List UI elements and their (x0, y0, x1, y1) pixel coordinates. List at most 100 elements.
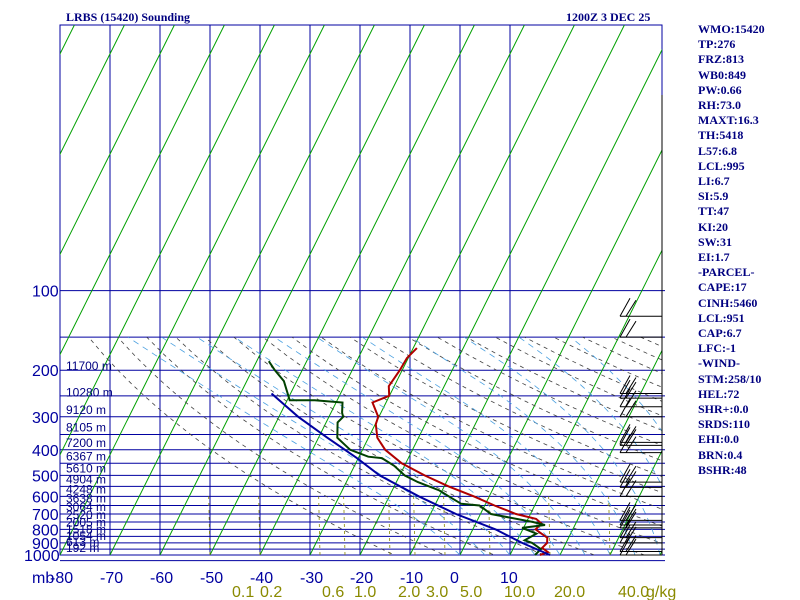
wind-barb-flag2-8 (625, 436, 637, 453)
wind-barb-flag2-0 (625, 299, 637, 317)
isotherm--130 (60, 25, 125, 156)
wind-barb-flag2-5 (625, 400, 637, 418)
wind-barb-flag-2 (619, 375, 631, 394)
isotherm--10 (459, 148, 662, 555)
wind-barb-7 (619, 427, 662, 446)
dry-adiabat-280 (175, 336, 546, 555)
pressure-label-600: 600 (32, 489, 59, 506)
pressure-label-900: 900 (32, 536, 59, 553)
mixing-ratio-label-6: 5.0 (460, 584, 482, 600)
moist-adiabat-0 (196, 336, 511, 555)
wind-barb-layer (619, 95, 663, 556)
wind-barb-flag-15 (619, 519, 631, 538)
wind-barb-14 (619, 509, 662, 529)
adiabat-layer (60, 25, 662, 555)
wind-barb-flag-6 (619, 424, 631, 443)
mixing-ratio-label-4: 2.0 (398, 584, 420, 600)
temp-tick-label-7: -10 (400, 570, 423, 587)
wind-barb-17 (619, 533, 662, 553)
isotherm--120 (60, 25, 175, 256)
index-item: TT:47 (698, 204, 730, 219)
profile-layer (267, 347, 551, 556)
height-label-12: 2005 m (66, 515, 106, 529)
mixing-ratio-label-8: 20.0 (554, 584, 585, 600)
dry-adiabat-250 (88, 336, 396, 555)
dry-adiabat-320 (291, 336, 662, 527)
mixing-ratio-label-7: 10.0 (504, 584, 535, 600)
index-item: EI:1.7 (698, 250, 730, 265)
height-label-2: 9120 m (66, 403, 106, 417)
height-label-7: 4904 m (66, 472, 106, 486)
mixing-ratio-line-0 (208, 496, 211, 555)
moist-adiabat-30 (463, 336, 661, 555)
isotherm--40 (309, 25, 575, 555)
pressure-label-500: 500 (32, 468, 59, 485)
index-item: KI:20 (698, 219, 728, 234)
height-label-15: 613 m (66, 535, 99, 549)
isotherm-0 (509, 249, 662, 555)
isotherm--100 (60, 25, 275, 456)
temp-tick-label-2: -60 (150, 570, 173, 587)
index-item: LFC:-1 (698, 341, 736, 356)
mixing-ratio-label-1: 0.2 (260, 584, 282, 600)
pressure-label-300: 300 (32, 410, 59, 427)
wind-barb-flag2-17 (625, 535, 637, 552)
wind-barb-flag-8 (619, 434, 631, 453)
temp-tick-label-9: 10 (500, 570, 518, 587)
height-label-10: 3064 m (66, 500, 106, 514)
wind-barb-flag-4 (619, 388, 631, 408)
wind-barb-2 (619, 375, 662, 394)
wind-barb-flag2-3 (625, 381, 637, 399)
mixing-ratio-line-8 (548, 496, 551, 555)
wind-barb-flag-7 (619, 427, 631, 446)
grid-layer (59, 24, 665, 562)
wind-barb-9 (619, 463, 662, 483)
wind-barb-flag2-1 (625, 320, 637, 338)
index-item: HEL:72 (698, 386, 740, 401)
index-item: SHR+:0.0 (698, 402, 749, 417)
mixing-ratio-label-3: 1.0 (354, 584, 376, 600)
index-item: LI:6.7 (698, 174, 730, 189)
wind-barb-15 (619, 519, 662, 539)
pressure-label-200: 200 (32, 363, 59, 380)
height-label-3: 8105 m (66, 420, 106, 434)
pressure-unit-label: mb (32, 570, 54, 587)
series-dewpoint-line (267, 360, 546, 556)
wind-barb-flag-16 (619, 524, 631, 544)
index-item: LCL:951 (698, 310, 745, 325)
mixing-ratio-line-4 (388, 496, 391, 555)
wind-barb-flag-1 (619, 318, 631, 338)
wind-barb-4 (619, 388, 662, 408)
temp-tick-label-5: -30 (300, 570, 323, 587)
wind-barb-flag-9 (619, 463, 631, 483)
moist-adiabat-5 (234, 336, 536, 555)
pressure-label-1000: 1000 (24, 548, 60, 565)
wind-barb-5 (619, 398, 662, 418)
isotherm--110 (60, 25, 225, 356)
index-item: BSHR:48 (698, 462, 747, 477)
index-item: WMO:15420 (698, 22, 765, 36)
index-item: L57:6.8 (698, 143, 737, 158)
mixing-ratio-line-5 (413, 496, 416, 555)
wind-barb-flag2-11 (625, 480, 637, 497)
wind-barb-flag2-9 (625, 465, 637, 483)
wind-barb-0 (619, 297, 662, 317)
index-item: SI:5.9 (698, 189, 729, 204)
mixing-ratio-line-3 (343, 496, 346, 555)
wind-barb-flag-11 (619, 478, 631, 497)
indices-panel: WMO:15420 TP:276 FRZ:813 WB0:849 PW:0.66 RH:7… (698, 22, 798, 478)
index-item: STM:258/10 (698, 371, 762, 386)
index-item: -PARCEL- (698, 265, 755, 280)
wind-barb-flag-3 (619, 379, 631, 399)
isotherm-20 (609, 449, 662, 555)
pressure-label-100: 100 (32, 284, 59, 301)
height-label-13: 1518 m (66, 522, 106, 536)
wind-barb-3 (619, 379, 662, 399)
dry-adiabat-340 (349, 336, 662, 494)
index-item: TH:5418 (698, 128, 744, 143)
height-label-0: 11700 m (66, 359, 112, 373)
dry-adiabat-350 (379, 336, 662, 477)
isotherm--90 (60, 25, 325, 555)
isotherm-10 (559, 349, 662, 555)
wind-barb-flag2-15 (625, 521, 637, 538)
